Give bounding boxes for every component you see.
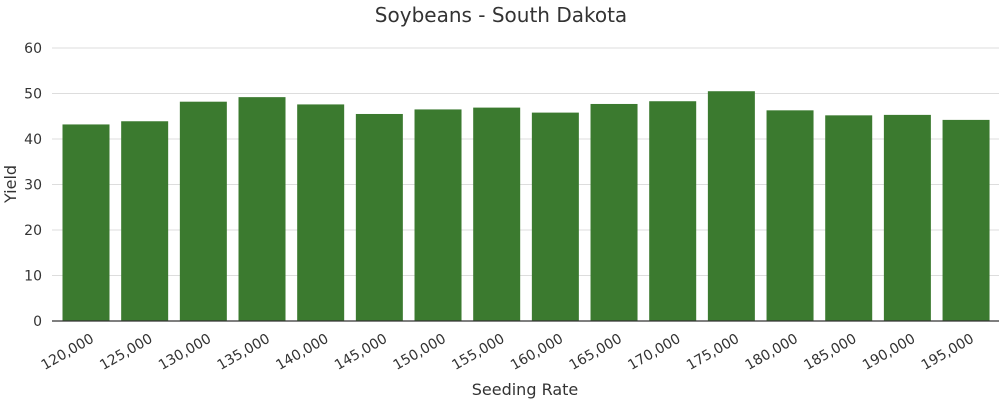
- bar: [707, 91, 755, 321]
- y-axis-ticks: 0 10 20 30 40 50 60: [24, 41, 42, 330]
- y-tick-label: 0: [33, 314, 42, 330]
- bar: [649, 101, 697, 321]
- x-tick-label: 170,000: [625, 331, 683, 374]
- x-tick-label: 190,000: [860, 331, 918, 374]
- bar: [297, 104, 345, 321]
- y-axis-label: Yield: [1, 165, 20, 204]
- x-tick-label: 165,000: [567, 331, 625, 374]
- bar: [121, 121, 169, 321]
- bar: [883, 114, 931, 321]
- x-axis-ticks: 120,000 125,000 130,000 135,000 140,000 145,0…: [39, 331, 977, 374]
- x-axis-label: Seeding Rate: [472, 380, 579, 399]
- x-tick-label: 180,000: [743, 331, 801, 374]
- x-tick-label: 135,000: [215, 331, 273, 374]
- x-tick-label: 160,000: [508, 331, 566, 374]
- bar: [238, 97, 286, 321]
- y-tick-label: 20: [24, 223, 42, 239]
- y-tick-label: 60: [24, 41, 42, 57]
- y-tick-label: 50: [24, 87, 42, 103]
- x-tick-label: 150,000: [391, 331, 449, 374]
- y-tick-label: 10: [24, 269, 42, 285]
- x-tick-label: 145,000: [332, 331, 390, 374]
- x-tick-label: 120,000: [39, 331, 97, 374]
- x-tick-label: 130,000: [156, 331, 214, 374]
- x-tick-label: 185,000: [801, 331, 859, 374]
- bar: [62, 124, 110, 321]
- bar: [825, 115, 873, 321]
- bar: [942, 119, 990, 321]
- x-tick-label: 195,000: [919, 331, 977, 374]
- bar: [531, 112, 579, 321]
- bars: [62, 91, 990, 322]
- x-tick-label: 175,000: [684, 331, 742, 374]
- x-tick-label: 140,000: [273, 331, 331, 374]
- y-tick-label: 30: [24, 178, 42, 194]
- bar: [355, 113, 403, 321]
- bar: [414, 109, 462, 321]
- x-tick-label: 125,000: [97, 331, 155, 374]
- bar: [590, 103, 638, 321]
- bar: [766, 110, 814, 322]
- bar: [179, 101, 227, 321]
- chart-title: Soybeans - South Dakota: [375, 3, 627, 27]
- x-tick-label: 155,000: [449, 331, 507, 374]
- y-tick-label: 40: [24, 132, 42, 148]
- bar: [473, 107, 521, 321]
